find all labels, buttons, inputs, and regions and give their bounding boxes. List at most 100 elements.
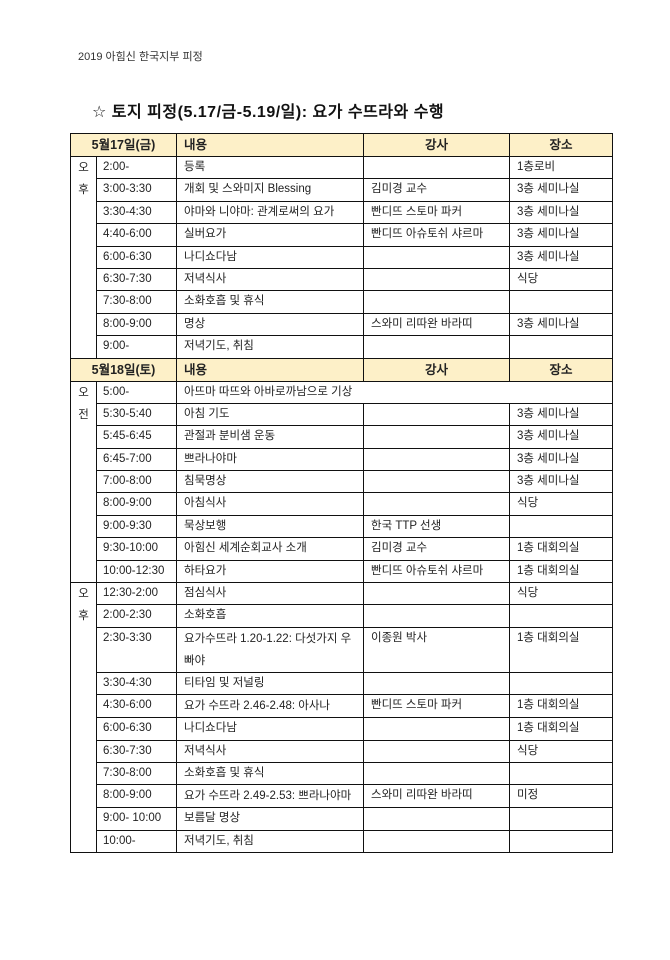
content-cell: 요가 수뜨라 2.46-2.48: 아사나 [176,694,364,719]
table-row: 9:30-10:00 아힘신 세계순회교사 소개 김미경 교수 1층 대회의실 [71,537,613,561]
location-cell: 식당 [509,582,613,606]
content-cell: 아힘신 세계순회교사 소개 [176,537,364,561]
location-cell [509,761,613,786]
time-cell: 2:00- [96,155,177,180]
time-cell: 4:30-6:00 [96,694,177,719]
instructor-cell [363,290,510,314]
content-cell: 아침식사 [176,492,364,516]
content-cell: 아침 기도 [176,402,364,427]
instructor-cell [363,492,510,516]
content-cell: 보름달 명상 [176,807,364,831]
location-cell: 1층 대회의실 [509,717,613,741]
content-cell: 아뜨마 따뜨와 아바로까남으로 기상 [176,380,613,404]
time-cell: 7:30-8:00 [96,290,177,314]
table-row: 8:00-9:00 명상 스와미 리따완 바라띠 3층 세미나실 [71,312,613,337]
instructor-cell [363,807,510,831]
content-cell: 소화호흡 [176,604,364,628]
table-row: 7:30-8:00 소화호흡 및 휴식 [71,290,613,314]
time-cell: 3:30-4:30 [96,200,177,225]
instructor-cell: 한국 TTP 선생 [363,514,510,539]
time-cell: 10:00- [96,829,177,854]
instructor-cell [363,335,510,359]
content-cell: 묵상보행 [176,514,364,539]
instructor-cell [363,761,510,786]
instructor-cell: 빤디뜨 스토마 파커 [363,694,510,719]
instructor-cell: 김미경 교수 [363,537,510,561]
day-date: 5월17일(금) [70,133,177,157]
instructor-cell [363,245,510,269]
instructor-cell: 빤디뜨 아슈토쉬 샤르마 [363,559,510,584]
time-cell: 7:30-8:00 [96,761,177,786]
table-row: 6:30-7:30 저녁식사 식당 [71,739,613,763]
location-cell: 1층 대회의실 [509,626,613,673]
table-row: 4:40-6:00 실버요가 빤디뜨 아슈토쉬 샤르마 3층 세미나실 [71,223,613,247]
location-cell [509,807,613,831]
content-cell: 관절과 분비샘 운동 [176,425,364,449]
content-cell: 요가수뜨라 1.20-1.22: 다섯가지 우빠야 [176,626,364,673]
content-cell: 점심식사 [176,582,364,606]
instructor-cell [363,671,510,696]
location-cell: 3층 세미나실 [509,402,613,427]
location-cell: 1층 대회의실 [509,694,613,719]
time-cell: 8:00-9:00 [96,312,177,337]
instructor-cell [363,604,510,628]
location-cell [509,514,613,539]
instructor-cell [363,155,510,180]
content-cell: 소화호흡 및 휴식 [176,290,364,314]
time-cell: 8:00-9:00 [96,784,177,809]
content-cell: 저녁식사 [176,739,364,763]
instructor-cell: 이종원 박사 [363,626,510,673]
instructor-cell [363,717,510,741]
content-cell: 등록 [176,155,364,180]
time-cell: 6:00-6:30 [96,717,177,741]
location-cell [509,604,613,628]
time-cell: 2:30-3:30 [96,626,177,673]
table-row: 5:45-6:45 관절과 분비샘 운동 3층 세미나실 [71,425,613,449]
page-title: ☆ 토지 피정(5.17/금-5.19/일): 요가 수뜨라와 수행 [92,104,445,121]
instructor-cell [363,267,510,292]
location-cell: 3층 세미나실 [509,178,613,202]
instructor-cell [363,402,510,427]
content-cell: 침묵명상 [176,470,364,494]
column-location: 장소 [509,357,613,382]
time-cell: 9:00- [96,335,177,359]
table-row: 6:30-7:30 저녁식사 식당 [71,267,613,292]
time-cell: 12:30-2:00 [96,582,177,606]
day-header-row: 5월17일(금) 내용 강사 장소 [70,133,613,157]
location-cell: 식당 [509,267,613,292]
instructor-cell [363,470,510,494]
time-cell: 10:00-12:30 [96,559,177,584]
instructor-cell [363,829,510,854]
column-instructor: 강사 [363,133,510,157]
table-row: 7:00-8:00 침묵명상 3층 세미나실 [71,470,613,494]
table-row: 오 후 2:00- 등록 1층로비 [70,155,613,359]
location-cell: 3층 세미나실 [509,470,613,494]
table-row: 3:30-4:30 티타임 및 저널링 [71,671,613,696]
content-cell: 나디쇼다남 [176,245,364,269]
table-row: 10:00- 저녁기도, 취침 [71,829,613,854]
location-cell: 3층 세미나실 [509,447,613,472]
location-cell: 식당 [509,492,613,516]
location-cell: 3층 세미나실 [509,425,613,449]
instructor-cell [363,447,510,472]
table-row: 3:00-3:30 개회 및 스와미지 Blessing 김미경 교수 3층 세미나실 [71,178,613,202]
table-row: 8:00-9:00 요가 수뜨라 2.49-2.53: 쁘라나야마 스와미 리따완 … [71,784,613,809]
location-cell: 3층 세미나실 [509,200,613,225]
column-instructor: 강사 [363,357,510,382]
location-cell: 3층 세미나실 [509,245,613,269]
instructor-cell [363,739,510,763]
content-cell: 소화호흡 및 휴식 [176,761,364,786]
content-cell: 명상 [176,312,364,337]
location-cell [509,335,613,359]
column-location: 장소 [509,133,613,157]
location-cell: 1층 대회의실 [509,559,613,584]
location-cell: 1층 대회의실 [509,537,613,561]
time-cell: 7:00-8:00 [96,470,177,494]
column-content: 내용 [176,357,364,382]
location-cell: 3층 세미나실 [509,312,613,337]
time-cell: 5:00- [96,380,177,404]
location-cell [509,290,613,314]
